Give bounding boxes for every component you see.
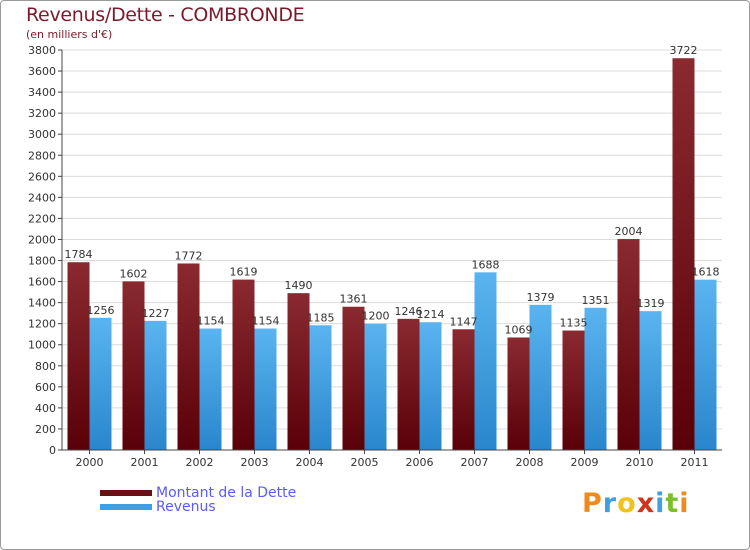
y-tick-label: 2400 (28, 191, 56, 204)
x-tick-label: 2011 (681, 456, 709, 469)
bar-dette (507, 337, 530, 450)
y-tick-label: 3800 (28, 44, 56, 57)
x-tick-label: 2006 (406, 456, 434, 469)
bar-revenus (694, 279, 717, 450)
y-tick-label: 400 (35, 402, 56, 415)
legend-label-debt: Montant de la Dette (156, 485, 297, 501)
data-label: 2004 (615, 225, 643, 238)
data-label: 1618 (692, 266, 720, 279)
data-label: 1200 (362, 310, 390, 323)
data-label: 1490 (285, 279, 313, 292)
bar-revenus (309, 325, 332, 450)
bar-revenus (144, 320, 167, 450)
data-label: 1246 (395, 305, 423, 318)
data-label: 1379 (527, 291, 555, 304)
bar-revenus (529, 304, 552, 450)
x-tick-label: 2004 (296, 456, 324, 469)
bar-dette (122, 281, 145, 450)
y-tick-label: 3000 (28, 128, 56, 141)
data-label: 1351 (582, 294, 610, 307)
x-tick-label: 2007 (461, 456, 489, 469)
bar-dette (562, 330, 585, 450)
y-tick-label: 200 (35, 423, 56, 436)
x-tick-label: 2005 (351, 456, 379, 469)
y-tick-label: 3600 (28, 65, 56, 78)
x-tick-label: 2003 (241, 456, 269, 469)
logo-letter: P (582, 488, 603, 519)
y-tick-label: 1400 (28, 297, 56, 310)
proxiti-logo: Proxiti (582, 488, 690, 519)
data-label: 1256 (87, 304, 115, 317)
y-tick-label: 800 (35, 360, 56, 373)
legend-label-revenus: Revenus (156, 499, 216, 515)
legend-swatch-debt (100, 490, 152, 496)
data-label: 1214 (417, 308, 445, 321)
bar-dette (452, 329, 475, 450)
bar-revenus (254, 328, 277, 450)
x-tick-label: 2002 (186, 456, 214, 469)
bar-dette (287, 293, 310, 450)
y-tick-label: 2000 (28, 233, 56, 246)
data-label: 1619 (230, 266, 258, 279)
y-tick-label: 1000 (28, 339, 56, 352)
data-label: 1135 (560, 317, 588, 330)
data-label: 1772 (175, 249, 203, 262)
bar-dette (342, 306, 365, 450)
bar-dette (232, 279, 255, 450)
logo-letter: i (679, 488, 690, 519)
data-label: 1319 (637, 297, 665, 310)
data-label: 1361 (340, 293, 368, 306)
y-tick-label: 3200 (28, 107, 56, 120)
x-tick-label: 2008 (516, 456, 544, 469)
data-label: 1154 (252, 315, 280, 328)
data-label: 1185 (307, 311, 335, 324)
bar-dette (617, 239, 640, 450)
bar-dette (672, 58, 695, 451)
bar-dette (67, 262, 90, 450)
data-label: 1688 (472, 258, 500, 271)
x-tick-label: 2010 (626, 456, 654, 469)
data-label: 1147 (450, 315, 478, 328)
data-label: 1069 (505, 323, 533, 336)
y-tick-label: 1800 (28, 255, 56, 268)
legend-swatch-revenus (100, 504, 152, 510)
x-tick-label: 2001 (131, 456, 159, 469)
bar-revenus (199, 328, 222, 450)
logo-letter: t (665, 488, 680, 519)
bar-revenus (419, 322, 442, 450)
chart-subtitle: (en milliers d'€) (26, 28, 113, 41)
data-label: 1154 (197, 315, 225, 328)
logo-letter: o (617, 488, 637, 519)
y-tick-label: 3400 (28, 86, 56, 99)
x-tick-label: 2009 (571, 456, 599, 469)
data-label: 1602 (120, 267, 148, 280)
logo-letter: x (636, 488, 656, 519)
bar-revenus (364, 323, 387, 450)
y-tick-label: 1600 (28, 276, 56, 289)
bar-revenus (89, 317, 112, 450)
bar-dette (177, 263, 200, 450)
y-tick-label: 1200 (28, 318, 56, 331)
chart-title: Revenus/Dette - COMBRONDE (26, 4, 305, 26)
y-tick-label: 2600 (28, 170, 56, 183)
y-tick-label: 2800 (28, 149, 56, 162)
bar-revenus (639, 311, 662, 450)
x-tick-label: 2000 (76, 456, 104, 469)
data-label: 1227 (142, 307, 170, 320)
y-tick-label: 600 (35, 381, 56, 394)
logo-letter: r (602, 488, 618, 519)
data-label: 3722 (670, 44, 698, 57)
logo-letter: i (655, 488, 666, 519)
bar-revenus (474, 272, 497, 450)
y-tick-label: 2200 (28, 212, 56, 225)
bar-dette (397, 318, 420, 450)
y-tick-label: 0 (49, 444, 56, 457)
data-label: 1784 (65, 248, 93, 261)
bar-revenus (584, 307, 607, 450)
